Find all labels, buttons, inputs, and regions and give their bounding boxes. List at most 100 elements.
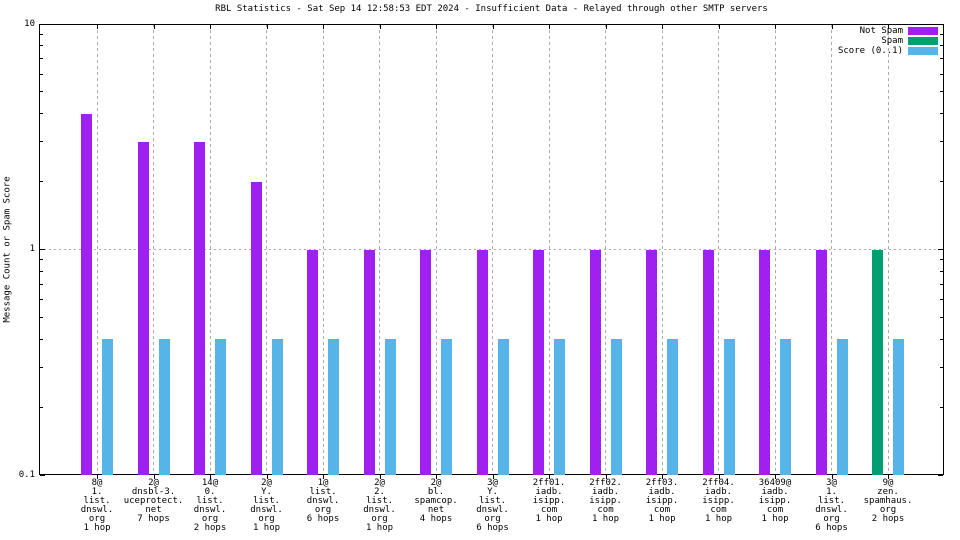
x-axis-tick-bottom [323,475,324,479]
x-axis-tick-top [718,25,720,29]
bar-score-0-1 [836,339,848,475]
y-axis-tick-right [940,45,943,47]
x-axis-tick-bottom [605,475,607,479]
x-tick-label: 2ff03. iadb. isipp. com 1 hop [645,478,679,524]
x-axis-tick-top [153,25,155,29]
bar-spam [872,249,883,475]
bar-not-spam [81,113,92,475]
y-axis-tick-right [940,141,943,143]
x-axis-tick-bottom [549,475,550,479]
y-axis-tick-left [40,249,45,250]
bar-score-0-1 [554,339,565,475]
legend-label: Score (0..1) [837,45,903,56]
bar-score-0-1 [497,339,509,475]
x-axis-tick-bottom [775,475,776,479]
bar-score-0-1 [893,339,904,475]
y-axis-tick-left [40,33,43,35]
bar-score-0-1 [102,339,113,475]
bar-score-0-1 [158,339,170,475]
x-axis-tick-bottom [436,475,437,479]
bar-not-spam [250,181,262,475]
bar-not-spam [533,249,544,475]
x-tick-label: 2ff02. iadb. isipp. com 1 hop [589,478,622,524]
x-axis-tick-top [549,25,550,29]
x-axis-tick-bottom [662,475,663,479]
x-axis-tick-bottom [831,475,833,479]
y-axis-tick-right [940,366,943,368]
x-tick-label: 1@ list. dnswl. org 6 hops [306,478,340,524]
y-axis-tick-left [40,366,43,368]
y-axis-tick-right [940,270,943,272]
y-axis-tick-right [940,299,943,301]
x-tick-label: 2@ bl. spamcop. net 4 hops [414,478,458,524]
x-axis-tick-top [492,25,494,29]
x-axis-tick-top [436,25,437,29]
y-axis-tick-left [40,23,45,25]
y-axis-tick-left [40,338,43,340]
bar-score-0-1 [723,339,735,475]
y-axis-tick-right [940,113,943,115]
legend-swatch-score-0-1 [908,47,938,55]
x-axis-tick-top [210,25,211,29]
x-tick-label: 36409@ iadb. isipp. com 1 hop [758,478,792,524]
x-tick-label: 3@ 1. list. dnswl. org 6 hops [815,478,848,533]
y-axis-tick-left [40,91,43,93]
y-axis-tick-left [40,58,43,60]
x-axis-tick-top [266,25,268,29]
y-axis-tick-left [40,113,43,115]
bar-not-spam [702,249,714,475]
x-axis-tick-bottom [888,475,889,479]
x-axis-tick-bottom [210,475,211,479]
x-axis-tick-top [97,25,98,29]
y-axis-tick-right [940,73,943,75]
y-axis-tick-right [940,33,943,35]
bar-not-spam [589,249,601,475]
y-tick-label: 0.1 [18,469,35,480]
y-tick-label: 1 [29,244,35,254]
y-axis-tick-right [940,406,943,408]
x-tick-label: 2@ dnsbl-3. uceprotect. net 7 hops [123,478,184,524]
chart-title: RBL Statistics - Sat Sep 14 12:58:53 EDT… [215,4,768,14]
legend-label: Not Spam [859,25,903,36]
bar-not-spam [815,249,827,475]
legend: Not Spam Spam Score (0..1) [838,26,938,56]
legend-entry-spam: Spam [838,36,938,46]
x-tick-label: 2@ Y. list. dnswl. org 1 hop [250,478,283,533]
bar-not-spam [137,141,149,475]
bar-score-0-1 [667,339,678,475]
bar-not-spam [307,249,318,475]
legend-label: Spam [881,35,903,46]
y-axis-tick-left [40,259,43,261]
y-axis-tick-left [40,406,43,408]
x-axis-tick-top [379,25,381,29]
bar-not-spam [759,249,770,475]
x-axis-tick-bottom [97,475,98,479]
bar-score-0-1 [215,339,226,475]
legend-entry-score-0-1: Score (0..1) [838,46,938,56]
x-tick-label: 2ff04. iadb. isipp. com 1 hop [702,478,735,524]
y-axis-tick-left [40,45,43,47]
bar-score-0-1 [780,339,791,475]
bar-not-spam [476,249,488,475]
y-axis-tick-right [940,91,943,93]
x-axis-tick-bottom [153,475,155,479]
x-axis-tick-top [775,25,776,29]
y-axis-tick-right [938,474,943,476]
x-tick-label: 14@ 0. list. dnswl. org 2 hops [193,478,227,533]
y-tick-label: 10 [24,18,35,29]
x-axis-tick-bottom [492,475,494,479]
y-axis-tick-left [40,181,43,183]
bar-not-spam [646,249,657,475]
y-axis-tick-left [40,141,43,143]
legend-entry-not-spam: Not Spam [838,26,938,36]
bar-not-spam [194,141,205,475]
x-axis-tick-top [605,25,607,29]
gridline-y-1 [39,249,944,250]
y-axis-tick-right [938,23,943,25]
y-axis-tick-right [940,181,943,183]
y-axis-tick-right [940,283,943,285]
bar-score-0-1 [441,339,452,475]
x-axis-tick-top [831,25,833,29]
y-axis-tick-left [40,270,43,272]
